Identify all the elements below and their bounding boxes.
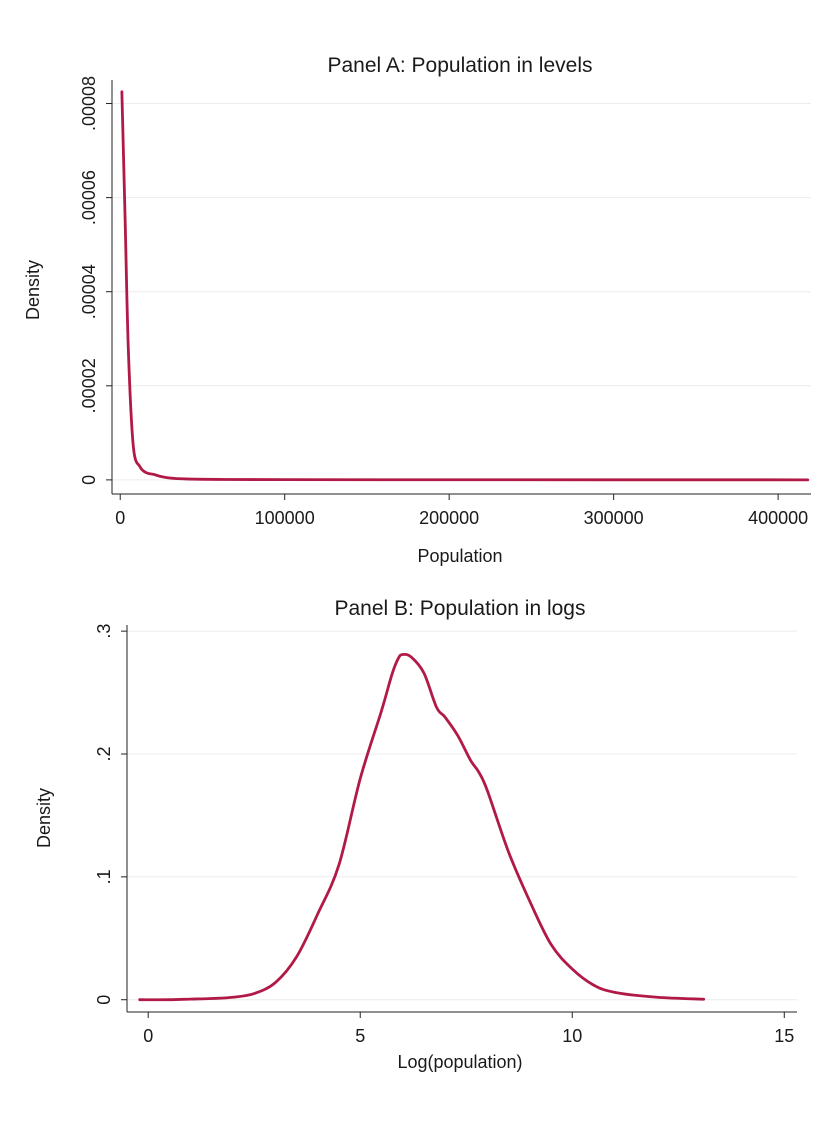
- y-tick-label-4: .00008: [79, 76, 99, 131]
- panel-a: Panel A: Population in levels Density Po…: [23, 54, 811, 566]
- panel-b-axes: [126, 625, 797, 1013]
- density-curve-0: [120, 90, 810, 482]
- x-tick-label-1: 5: [355, 1026, 365, 1046]
- panel-b-series: [138, 652, 706, 1002]
- density-curve-0: [138, 652, 706, 1002]
- y-tick-label-3: .3: [94, 624, 114, 639]
- y-tick-label-2: .2: [94, 746, 114, 761]
- panel-b-title: Panel B: Population in logs: [334, 597, 585, 620]
- x-tick-label-0: 0: [115, 508, 125, 528]
- x-tick-label-4: 400000: [748, 508, 808, 528]
- y-tick-label-1: .1: [94, 869, 114, 884]
- y-tick-label-2: .00004: [79, 264, 99, 319]
- panel-a-x-ticks: 0 100000 200000 300000 400000: [115, 494, 808, 528]
- y-tick-label-0: 0: [94, 995, 114, 1005]
- x-tick-label-2: 200000: [419, 508, 479, 528]
- x-tick-label-1: 100000: [255, 508, 315, 528]
- panel-a-xlabel: Population: [417, 546, 502, 566]
- panel-b-y-ticks: 0 .1 .2 .3: [94, 624, 127, 1005]
- panel-b-xlabel: Log(population): [397, 1052, 522, 1072]
- panel-a-ylabel: Density: [23, 260, 43, 320]
- x-tick-label-3: 15: [774, 1026, 794, 1046]
- panel-a-title: Panel A: Population in levels: [327, 54, 592, 77]
- y-tick-label-3: .00006: [79, 170, 99, 225]
- panel-b-ylabel: Density: [34, 788, 54, 848]
- x-tick-label-3: 300000: [584, 508, 644, 528]
- panel-a-axes: [111, 80, 811, 495]
- y-tick-label-1: .00002: [79, 358, 99, 413]
- panel-b-gridlines: [127, 630, 797, 1001]
- x-tick-label-0: 0: [143, 1026, 153, 1046]
- panel-a-gridlines: [112, 103, 811, 481]
- panel-b: Panel B: Population in logs Density Log(…: [34, 597, 797, 1072]
- x-tick-label-2: 10: [562, 1026, 582, 1046]
- panel-a-y-ticks: 0 .00002 .00004 .00006 .00008: [79, 76, 112, 485]
- panel-a-series: [120, 90, 810, 482]
- y-tick-label-0: 0: [79, 475, 99, 485]
- panel-b-x-ticks: 0 5 10 15: [143, 1012, 794, 1046]
